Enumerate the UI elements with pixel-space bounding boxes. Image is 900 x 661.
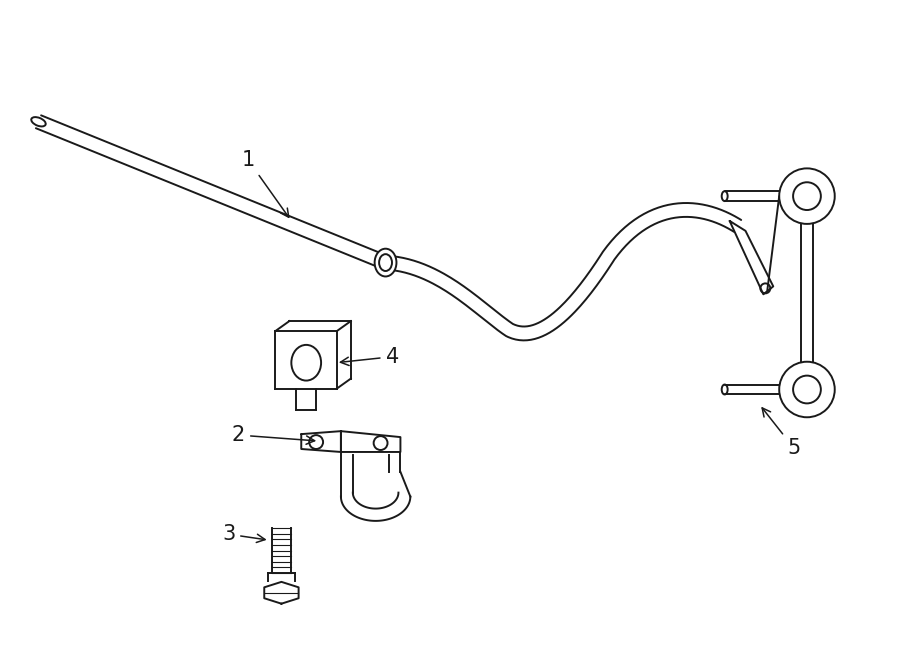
Text: 1: 1 — [242, 151, 289, 217]
Text: 2: 2 — [232, 425, 315, 445]
Polygon shape — [265, 582, 299, 603]
Text: 3: 3 — [222, 524, 266, 544]
Polygon shape — [302, 431, 341, 452]
Ellipse shape — [779, 169, 834, 224]
Ellipse shape — [374, 249, 397, 276]
Ellipse shape — [779, 362, 834, 417]
Text: 4: 4 — [340, 347, 399, 367]
Polygon shape — [341, 431, 400, 452]
Text: 5: 5 — [762, 408, 800, 458]
